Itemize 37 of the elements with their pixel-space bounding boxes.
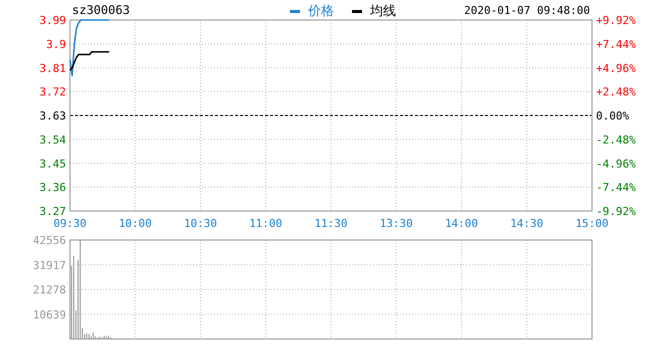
y2-tick-label: -4.96% — [596, 157, 636, 170]
y-tick-label: 3.99 — [40, 14, 66, 27]
y2-tick-label: 0.00% — [596, 110, 630, 122]
text: 2020-01-07 09:48:00 — [464, 4, 590, 17]
y-tick-label: 31917 — [32, 258, 66, 272]
y-tick-label: 3.63 — [40, 110, 66, 122]
y2-tick-label: -2.48% — [596, 133, 636, 146]
y2-tick-label: -9.92% — [596, 205, 636, 218]
y2-tick-label: +9.92% — [596, 14, 636, 27]
legend-label: 价格 — [307, 4, 334, 19]
y-tick-label: 21278 — [32, 284, 66, 296]
x-tick-label: 13:30 — [380, 217, 413, 230]
y2-tick-label: +2.48% — [596, 86, 636, 99]
y-tick-label: 42556 — [32, 234, 66, 247]
y-tick-label: 10639 — [32, 308, 66, 322]
y-tick-label: 3.45 — [40, 157, 66, 170]
y-tick-label: 3.9 — [46, 38, 66, 51]
legend-label: 均线 — [369, 4, 396, 19]
y2-tick-label: +4.96% — [596, 62, 636, 75]
y-tick-label: 3.36 — [40, 181, 66, 194]
y-tick-label: 3.54 — [40, 133, 66, 146]
y-tick-label: 3.81 — [40, 62, 66, 75]
y-tick-label: 3.72 — [40, 86, 66, 99]
y-tick-label: 3.27 — [40, 205, 66, 218]
x-tick-label: 11:30 — [314, 217, 348, 230]
x-tick-label: 14:30 — [510, 217, 544, 230]
y2-tick-label: -7.44% — [596, 181, 636, 194]
x-tick-label: 15:00 — [575, 217, 609, 230]
line-series — [69, 19, 110, 76]
x-tick-label: 09:30 — [53, 217, 87, 230]
y2-tick-label: +7.44% — [596, 38, 636, 51]
chart-title: sz300063 — [72, 3, 130, 17]
x-tick-label: 14:00 — [444, 217, 478, 230]
x-tick-label: 10:30 — [184, 217, 218, 230]
line-series — [69, 51, 110, 72]
x-tick-label: 11:00 — [249, 217, 282, 230]
x-tick-label: 10:00 — [118, 217, 152, 230]
